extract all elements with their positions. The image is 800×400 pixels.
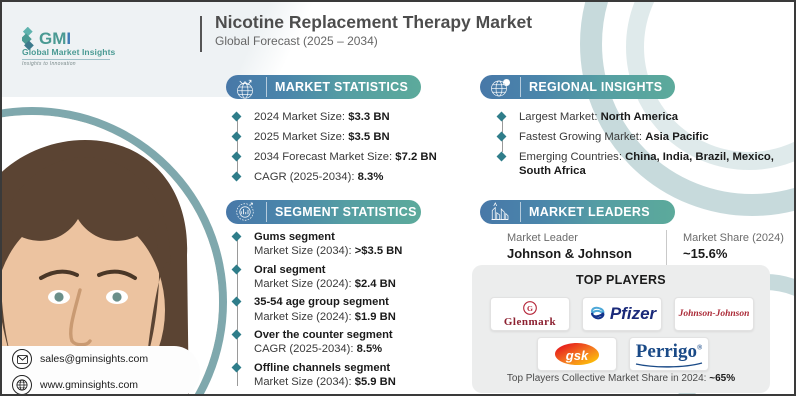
svg-text:G: G [527, 303, 533, 312]
svg-text:gsk: gsk [565, 348, 589, 363]
